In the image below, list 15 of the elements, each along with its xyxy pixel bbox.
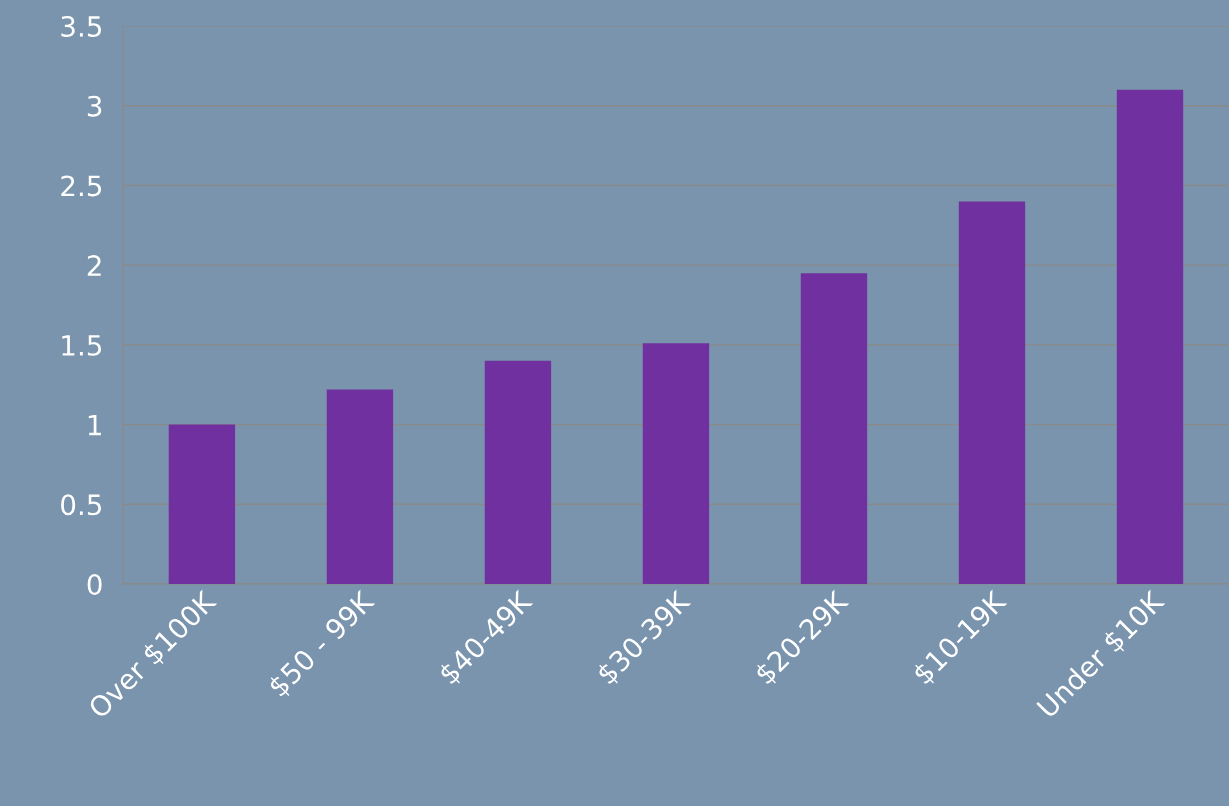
bar	[642, 343, 710, 585]
bar	[326, 389, 394, 585]
y-tick-label: 1	[88, 414, 101, 436]
y-tick-label: 1.5	[62, 335, 102, 356]
y-tick-label: 2.5	[61, 175, 102, 197]
bar	[168, 424, 236, 585]
y-tick-label: 3	[87, 95, 102, 117]
y-tick-label: 2	[87, 255, 101, 276]
bar	[958, 201, 1026, 585]
y-tick-label: 3.5	[61, 15, 102, 37]
y-tick-label: 0	[87, 573, 102, 595]
bar	[800, 273, 868, 585]
y-tick-label: 0.5	[61, 494, 102, 516]
bar	[1116, 89, 1184, 585]
bar	[484, 360, 552, 585]
